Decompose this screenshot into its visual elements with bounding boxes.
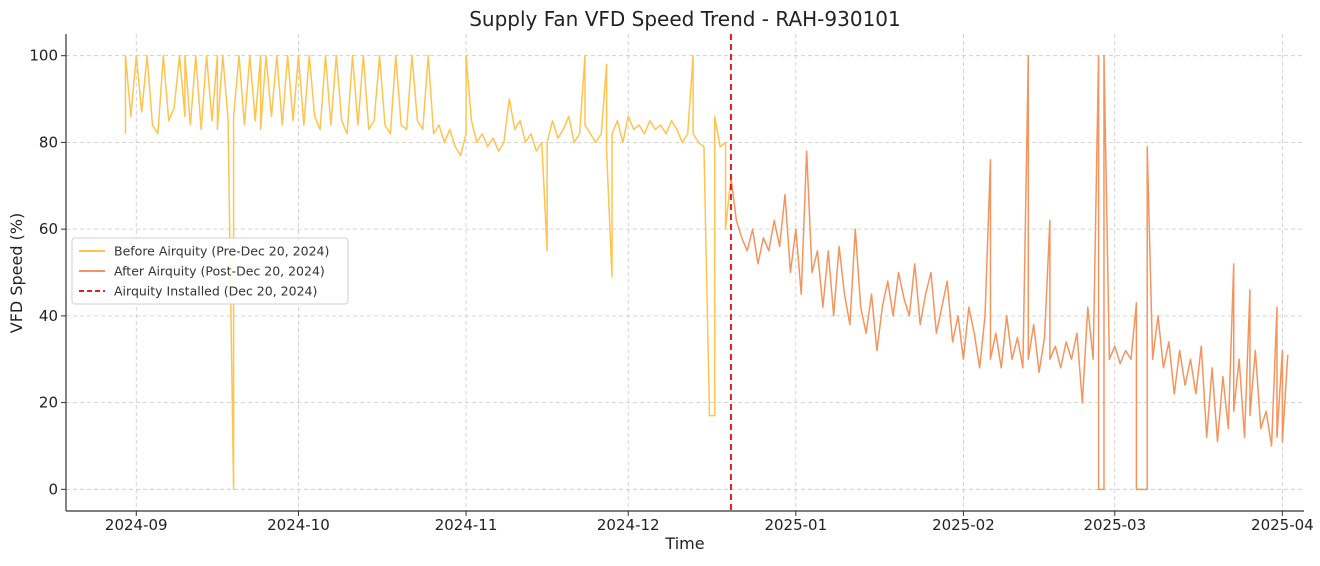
x-tick-label: 2024-09 [105,516,168,534]
y-tick-label: 20 [39,394,58,412]
legend-box [71,237,349,305]
x-tick-label: 2024-10 [267,516,330,534]
series-layer [124,54,1289,491]
x-tick-label: 2025-01 [764,516,827,534]
legend-label: Before Airquity (Pre-Dec 20, 2024) [114,244,329,259]
legend-label: Airquity Installed (Dec 20, 2024) [114,284,317,299]
grid [66,34,1304,511]
series-line-after-airquity [730,54,1289,491]
legend-entry-before: Before Airquity (Pre-Dec 20, 2024) [79,244,329,259]
y-axis-label: VFD Speed (%) [7,213,26,333]
x-axis-label: Time [664,534,704,553]
legend-label: After Airquity (Post-Dec 20, 2024) [114,264,325,279]
y-tick-label: 80 [39,133,58,151]
x-tick-label: 2025-03 [1083,516,1146,534]
y-tick-label: 100 [29,47,58,65]
x-tick-label: 2025-02 [932,516,995,534]
x-tick-label: 2024-11 [435,516,498,534]
y-tick-label: 40 [39,307,58,325]
series-line-before-airquity [124,54,732,491]
legend-entry-after: After Airquity (Post-Dec 20, 2024) [79,264,325,279]
y-tick-label: 0 [48,480,58,498]
y-tick-label: 60 [39,220,58,238]
x-tick-label: 2024-12 [597,516,660,534]
x-tick-label: 2025-04 [1251,516,1314,534]
legend: Before Airquity (Pre-Dec 20, 2024) After … [71,237,349,305]
chart-title: Supply Fan VFD Speed Trend - RAH-930101 [469,7,901,31]
axes: 0 20 40 60 80 100 2024-09 2024-10 2024-11 2024-12… [29,34,1314,534]
legend-entry-installed: Airquity Installed (Dec 20, 2024) [79,284,317,299]
